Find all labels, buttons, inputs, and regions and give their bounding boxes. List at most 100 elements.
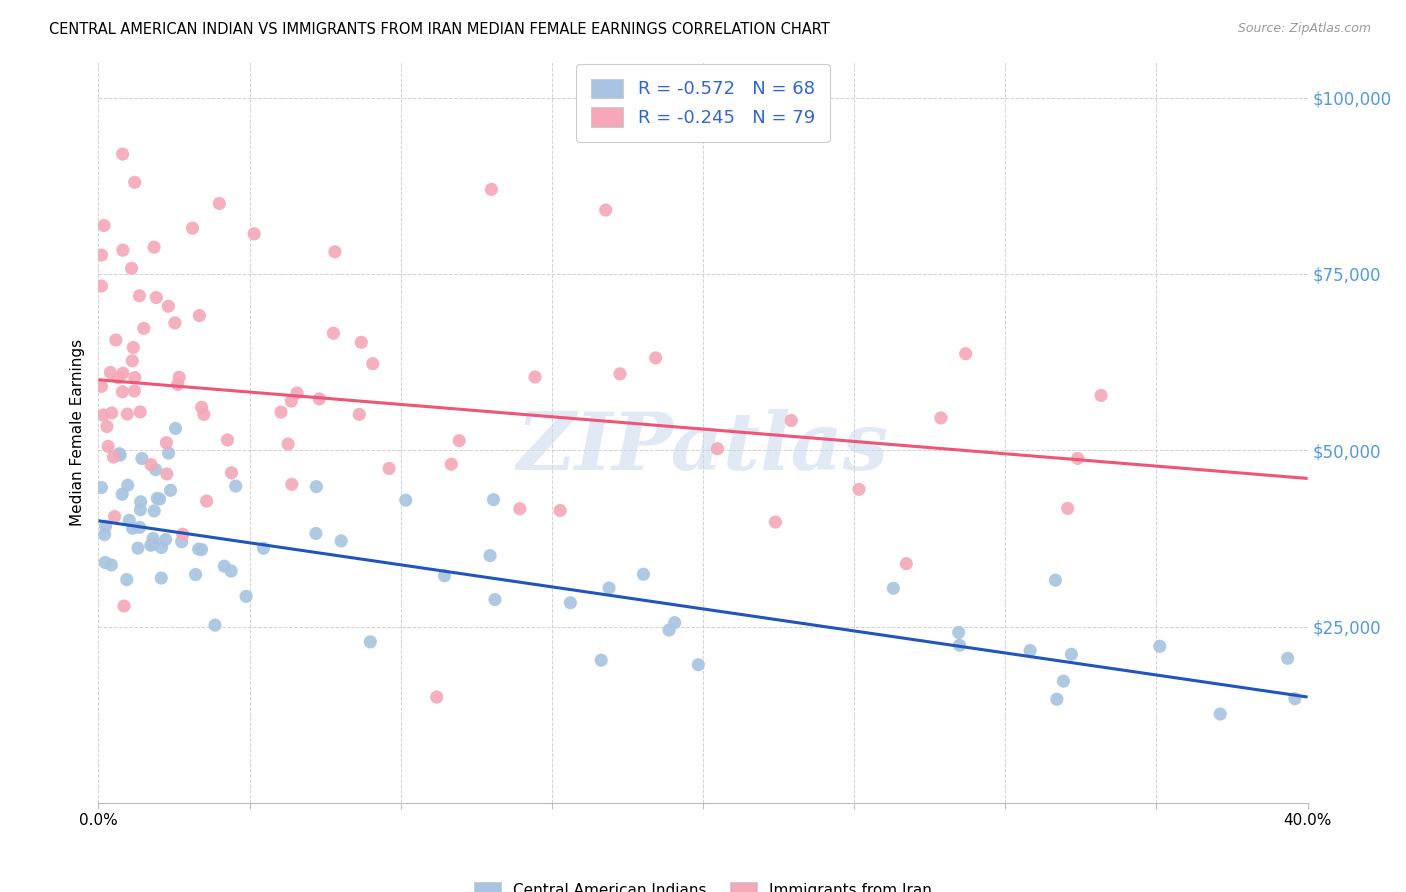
Point <box>308 392 330 406</box>
Point <box>221 466 243 480</box>
Point <box>195 494 218 508</box>
Point <box>159 483 181 498</box>
Point <box>129 495 152 509</box>
Point <box>208 196 231 211</box>
Point <box>484 592 506 607</box>
Point <box>214 559 236 574</box>
Point <box>1056 501 1078 516</box>
Point <box>882 581 904 595</box>
Point <box>90 379 112 393</box>
Point <box>108 448 131 462</box>
Point <box>146 491 169 506</box>
Point <box>155 435 177 450</box>
Point <box>111 366 134 380</box>
Point <box>150 571 173 585</box>
Point <box>1209 706 1232 721</box>
Point <box>780 413 803 427</box>
Point <box>172 527 194 541</box>
Point <box>305 480 328 494</box>
Point <box>426 690 449 704</box>
Point <box>181 221 204 235</box>
Point <box>591 653 613 667</box>
Point <box>118 513 141 527</box>
Point <box>378 461 401 475</box>
Point <box>115 407 138 421</box>
Point <box>1090 388 1112 402</box>
Point <box>848 483 870 497</box>
Point <box>131 451 153 466</box>
Point <box>139 538 162 552</box>
Point <box>350 335 373 350</box>
Point <box>111 147 134 161</box>
Point <box>112 599 135 613</box>
Point <box>90 248 112 262</box>
Point <box>929 411 952 425</box>
Point <box>100 558 122 572</box>
Point <box>111 487 134 501</box>
Point <box>598 581 620 595</box>
Point <box>1149 640 1171 654</box>
Point <box>188 309 211 323</box>
Point <box>349 408 371 422</box>
Point <box>1046 692 1069 706</box>
Point <box>285 386 308 401</box>
Point <box>149 491 172 506</box>
Point <box>166 377 188 392</box>
Point <box>1067 451 1090 466</box>
Point <box>104 333 127 347</box>
Point <box>150 541 173 555</box>
Point <box>127 541 149 556</box>
Point <box>124 175 146 189</box>
Point <box>243 227 266 241</box>
Point <box>111 384 134 399</box>
Point <box>184 567 207 582</box>
Point <box>103 509 125 524</box>
Point <box>449 434 471 448</box>
Point <box>145 463 167 477</box>
Point <box>1052 674 1074 689</box>
Point <box>1060 647 1083 661</box>
Point <box>219 564 242 578</box>
Point <box>252 541 274 556</box>
Point <box>132 321 155 335</box>
Point <box>156 467 179 481</box>
Point <box>93 527 115 541</box>
Point <box>96 419 118 434</box>
Point <box>124 370 146 384</box>
Point <box>128 289 150 303</box>
Point <box>97 439 120 453</box>
Point <box>235 590 257 604</box>
Point <box>117 478 139 492</box>
Point <box>139 458 162 472</box>
Point <box>90 481 112 495</box>
Point <box>955 347 977 361</box>
Point <box>595 203 617 218</box>
Point <box>482 492 505 507</box>
Point <box>524 370 547 384</box>
Point <box>688 657 710 672</box>
Point <box>142 532 165 546</box>
Point <box>103 450 125 464</box>
Point <box>765 515 787 529</box>
Point <box>93 219 115 233</box>
Point <box>122 341 145 355</box>
Point <box>548 503 571 517</box>
Point <box>167 370 190 384</box>
Point <box>395 493 418 508</box>
Point <box>644 351 666 365</box>
Point <box>157 446 180 460</box>
Text: ZIPatlas: ZIPatlas <box>517 409 889 486</box>
Point <box>143 504 166 518</box>
Point <box>187 542 209 557</box>
Point <box>270 405 292 419</box>
Point <box>157 299 180 313</box>
Point <box>128 520 150 534</box>
Point <box>108 447 131 461</box>
Point <box>100 406 122 420</box>
Point <box>165 421 187 435</box>
Point <box>225 479 247 493</box>
Point <box>440 457 463 471</box>
Point <box>193 408 215 422</box>
Point <box>305 526 328 541</box>
Point <box>948 638 970 652</box>
